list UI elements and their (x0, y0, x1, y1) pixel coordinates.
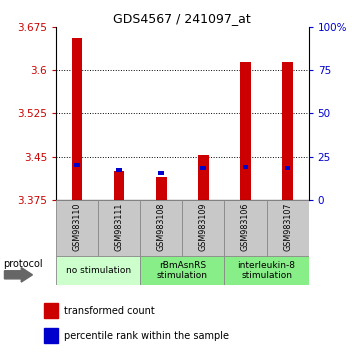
Bar (44, 328, 58, 343)
Bar (98, 200, 140, 257)
Title: GDS4567 / 241097_at: GDS4567 / 241097_at (113, 12, 251, 25)
Bar (225, 200, 266, 257)
Bar (72, 38, 82, 200)
Bar (225, 256, 309, 285)
Text: GSM983111: GSM983111 (115, 203, 123, 251)
Text: GSM983109: GSM983109 (199, 203, 208, 251)
Text: protocol: protocol (3, 259, 43, 269)
Bar (56, 256, 140, 285)
FancyArrow shape (4, 268, 32, 282)
Bar (140, 200, 182, 257)
Bar (198, 155, 209, 200)
Bar (156, 177, 166, 200)
Text: interleukin-8
stimulation: interleukin-8 stimulation (238, 261, 296, 280)
Bar (140, 256, 225, 285)
Bar (182, 200, 225, 257)
Bar (282, 62, 293, 200)
Text: GSM983108: GSM983108 (157, 203, 166, 251)
Bar (116, 168, 122, 172)
Text: no stimulation: no stimulation (65, 266, 131, 275)
Bar (114, 171, 125, 200)
Text: GSM983110: GSM983110 (73, 203, 82, 251)
Text: GSM983106: GSM983106 (241, 203, 250, 251)
Text: GSM983107: GSM983107 (283, 203, 292, 251)
Text: percentile rank within the sample: percentile rank within the sample (64, 331, 229, 341)
Bar (74, 163, 80, 167)
Bar (285, 166, 291, 170)
Bar (200, 166, 206, 170)
Text: rBmAsnRS
stimulation: rBmAsnRS stimulation (157, 261, 208, 280)
Bar (266, 200, 309, 257)
Bar (158, 171, 164, 175)
Bar (243, 165, 248, 169)
Bar (240, 62, 251, 200)
Text: transformed count: transformed count (64, 306, 155, 316)
Bar (56, 200, 98, 257)
Bar (44, 303, 58, 318)
